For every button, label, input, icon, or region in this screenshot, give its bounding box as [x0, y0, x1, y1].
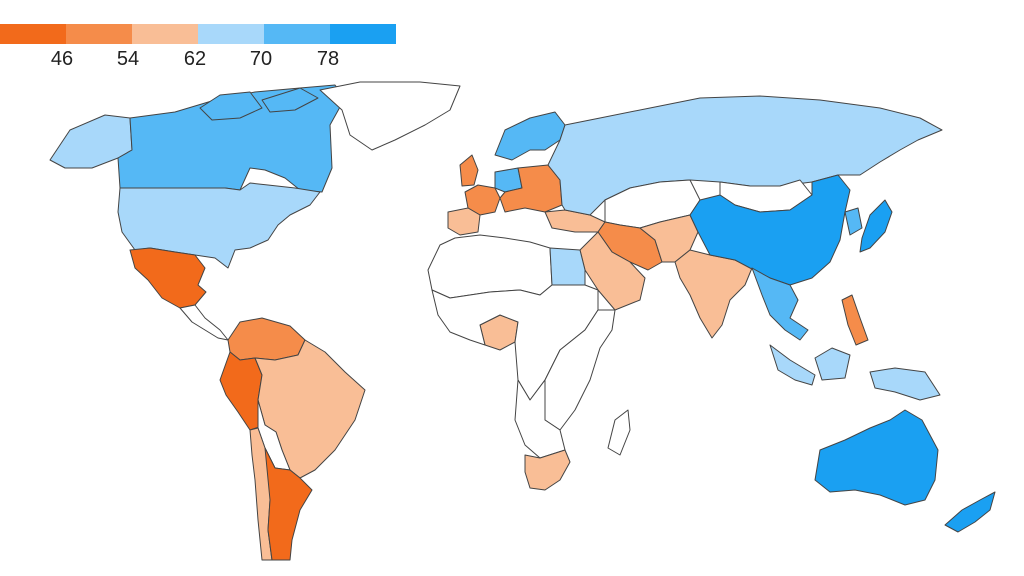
region-japan — [859, 199, 893, 253]
region-indonesia — [869, 367, 941, 401]
region-central-america — [179, 304, 229, 341]
region-uk-ireland — [459, 154, 479, 187]
region-indonesia — [769, 344, 816, 386]
region-southeast-asia — [751, 267, 809, 341]
region-indonesia — [814, 347, 851, 381]
region-korea — [844, 207, 863, 236]
region-southern-africa — [514, 379, 566, 459]
legend-tick-54: 54 — [116, 48, 140, 70]
region-iberia — [447, 207, 481, 236]
region-saudi-arabia — [579, 231, 646, 311]
region-east-africa — [544, 309, 616, 431]
legend-bin-4 — [198, 24, 264, 44]
region-egypt — [549, 247, 586, 286]
legend: 46 54 62 70 78 — [0, 24, 400, 76]
region-australia — [814, 409, 939, 506]
legend-bin-1 — [0, 24, 66, 44]
region-canada — [261, 87, 319, 113]
region-philippines — [841, 294, 869, 346]
legend-tick-46: 46 — [50, 48, 74, 70]
region-colombia-venezuela — [227, 317, 306, 361]
region-russia — [547, 95, 943, 216]
region-madagascar — [607, 409, 631, 456]
region-canada — [199, 91, 263, 121]
region-south-africa — [524, 449, 571, 491]
legend-bin-2 — [66, 24, 132, 44]
legend-bin-3 — [132, 24, 198, 44]
region-germany — [494, 167, 523, 193]
region-turkey — [544, 209, 606, 233]
legend-tick-70: 70 — [249, 48, 273, 70]
region-argentina — [264, 447, 313, 561]
region-greenland — [319, 81, 461, 151]
region-north-africa — [427, 234, 553, 299]
legend-bin-5 — [264, 24, 330, 44]
legend-bin-6 — [330, 24, 396, 44]
region-mexico — [129, 247, 207, 309]
region-new-zealand — [944, 491, 996, 533]
legend-tick-78: 78 — [316, 48, 340, 70]
legend-tick-62: 62 — [183, 48, 207, 70]
